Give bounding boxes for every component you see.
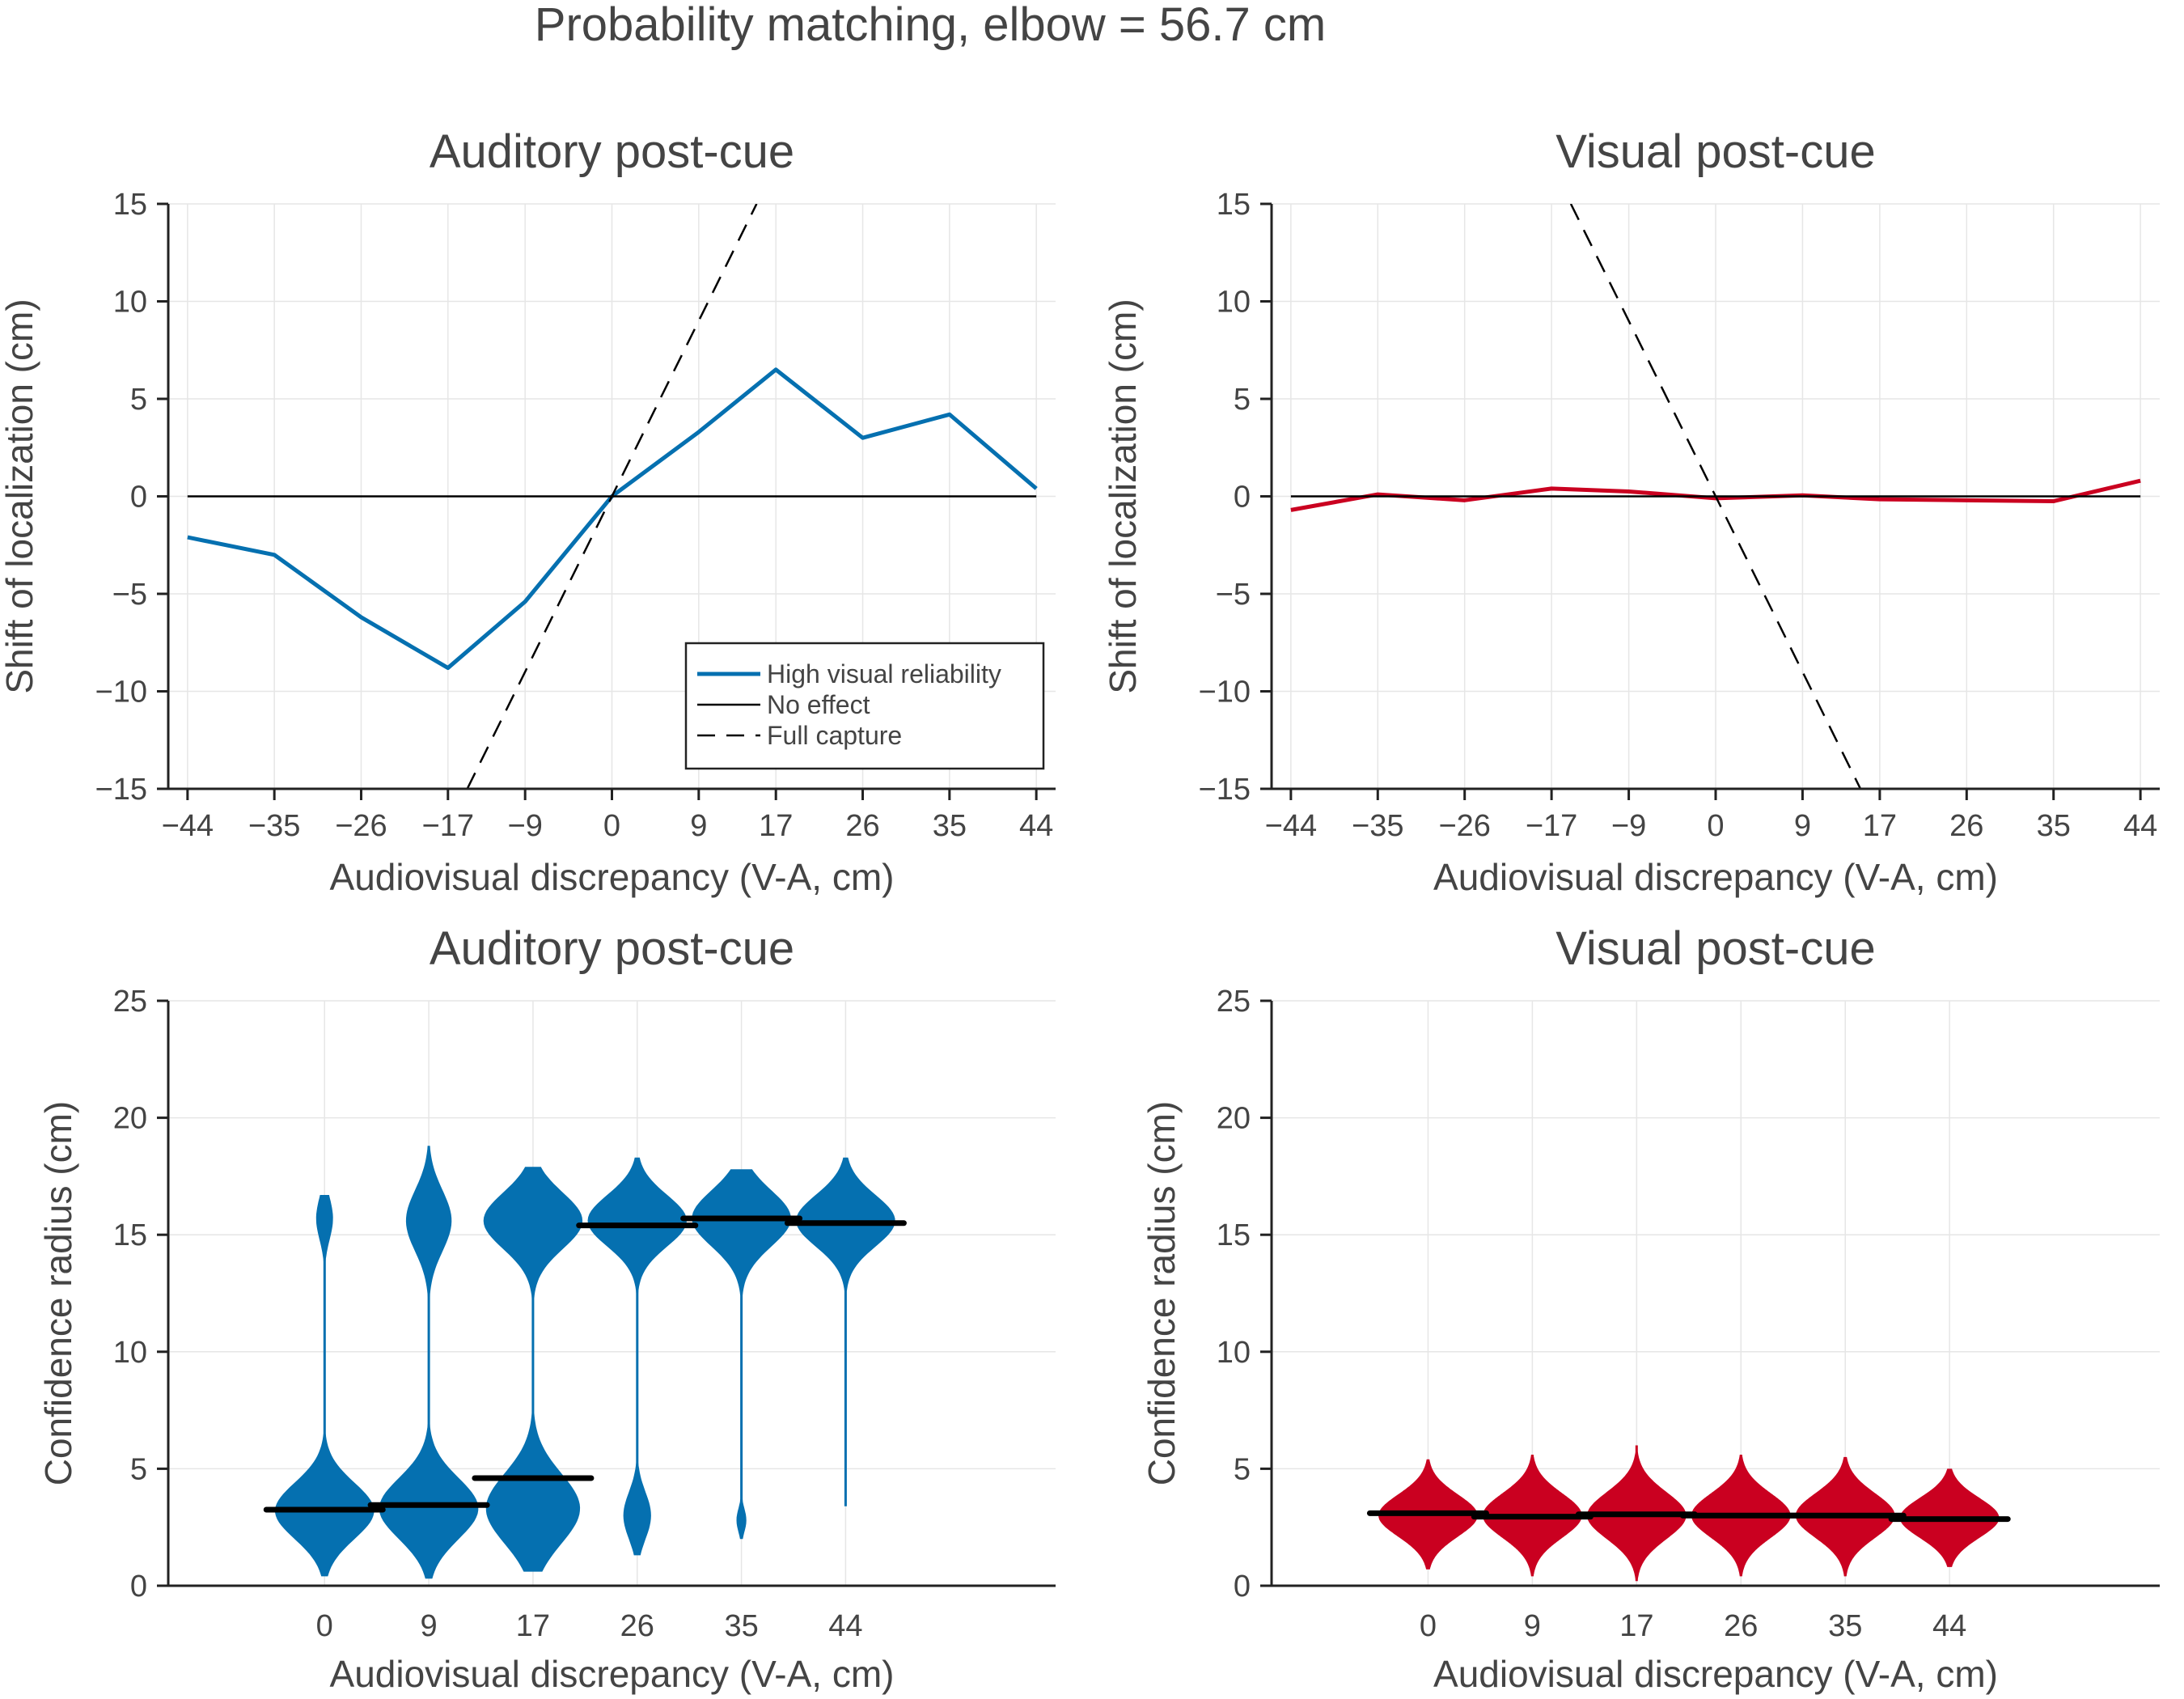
panel-visual-shift: −15 −10 −5 0 5 10 15 −44 −35 −26 −17 −9 0 9 17 26 35 44 Vi… [1102,125,2160,898]
series-line-2 [1569,204,1862,789]
x-tick-label: 35 [724,1609,758,1643]
x-tick-label: 0 [1707,809,1724,843]
x-tick-label: 0 [316,1609,333,1643]
x-tick-label: 44 [828,1609,862,1643]
y-tick-label: −15 [95,773,147,807]
x-tick-label: 35 [1828,1609,1862,1643]
x-tick-label: 17 [1619,1609,1653,1643]
y-tick-label: 25 [1217,985,1251,1019]
y-tick-label: −5 [1216,578,1251,612]
legend-label: No effect [767,690,870,719]
y-tick-label: 5 [130,1452,147,1486]
violin-26 [587,1157,687,1556]
x-tick-label: 44 [2123,809,2157,843]
x-tick-label: −26 [1438,809,1490,843]
x-tick-label: 9 [1794,809,1811,843]
x-tick-label: −44 [1265,809,1317,843]
x-tick-label: 17 [516,1609,550,1643]
y-axis-label: Confidence radius (cm) [1141,1101,1183,1486]
violin-0 [275,1195,375,1577]
panel-auditory-confidence: 0 5 10 15 20 25 0 9 17 26 35 44 Auditory post-cue Aud… [37,922,1056,1695]
x-tick-label: 35 [2037,809,2071,843]
legend-box [684,642,1045,770]
y-tick-label: 0 [1234,1570,1251,1604]
x-axis-label: Audiovisual discrepancy (V-A, cm) [1433,856,1998,898]
y-axis-label: Confidence radius (cm) [37,1101,79,1486]
x-tick-label: 9 [421,1609,438,1643]
y-tick-label: 10 [113,1336,147,1370]
y-tick-label: −10 [1199,676,1251,710]
x-tick-label: 17 [1863,809,1897,843]
y-tick-label: −10 [95,676,147,710]
x-tick-label: −17 [1526,809,1577,843]
y-tick-label: −15 [1199,773,1251,807]
x-tick-label: −44 [162,809,214,843]
y-tick-label: 10 [1217,286,1251,320]
y-tick-label: 25 [113,985,147,1019]
y-tick-label: 20 [1217,1102,1251,1136]
y-tick-label: 15 [1217,1218,1251,1252]
panel-title: Visual post-cue [1555,125,1876,178]
x-tick-label: 26 [1724,1609,1758,1643]
violin-35 [692,1169,791,1540]
x-tick-label: −35 [1352,809,1403,843]
y-tick-label: 10 [113,286,147,320]
x-tick-label: 26 [620,1609,654,1643]
figure-title: Probability matching, elbow = 56.7 cm [535,0,1326,51]
panel-title: Visual post-cue [1555,922,1876,975]
y-tick-label: 0 [130,481,147,515]
panel-visual-confidence: 0 5 10 15 20 25 0 9 17 26 35 44 Visual post-cue Audio… [1141,922,2160,1695]
y-tick-label: 15 [113,1218,147,1252]
x-tick-label: 0 [603,809,620,843]
violin-9 [379,1146,479,1579]
y-axis-label: Shift of localization (cm) [0,299,40,693]
x-tick-label: 9 [690,809,707,843]
x-tick-label: −17 [422,809,474,843]
x-tick-label: −26 [335,809,387,843]
legend-label: High visual reliability [767,659,1001,688]
x-tick-label: 35 [933,809,967,843]
x-axis-label: Audiovisual discrepancy (V-A, cm) [330,1653,895,1695]
y-tick-label: 20 [113,1102,147,1136]
x-tick-label: 0 [1420,1609,1437,1643]
y-tick-label: 5 [1234,383,1251,417]
y-tick-label: 5 [130,383,147,417]
x-tick-label: −9 [508,809,543,843]
x-tick-label: 17 [759,809,793,843]
x-tick-label: 26 [1949,809,1983,843]
x-axis-label: Audiovisual discrepancy (V-A, cm) [330,856,895,898]
x-axis-label: Audiovisual discrepancy (V-A, cm) [1433,1653,1998,1695]
violin-44 [796,1157,895,1506]
violin-17 [483,1167,583,1572]
y-tick-label: 0 [1234,481,1251,515]
y-tick-label: −5 [112,578,147,612]
y-tick-label: 10 [1217,1336,1251,1370]
panel-auditory-shift: −15 −10 −5 0 5 10 15 −44 −35 −26 −17 −9 0 9 17 26 35 44 Au… [0,125,1056,898]
y-axis-label: Shift of localization (cm) [1102,299,1144,693]
x-tick-label: 44 [1932,1609,1966,1643]
x-tick-label: 44 [1019,809,1053,843]
x-tick-label: −9 [1611,809,1646,843]
y-tick-label: 5 [1234,1452,1251,1486]
y-tick-label: 0 [130,1570,147,1604]
x-tick-label: −35 [248,809,300,843]
legend-label: Full capture [767,721,902,750]
panel-title: Auditory post-cue [430,922,794,975]
y-tick-label: 15 [1217,188,1251,222]
y-tick-label: 15 [113,188,147,222]
series-line-2 [466,204,758,789]
x-tick-label: 9 [1524,1609,1541,1643]
panel-title: Auditory post-cue [430,125,794,178]
x-tick-label: 26 [845,809,879,843]
